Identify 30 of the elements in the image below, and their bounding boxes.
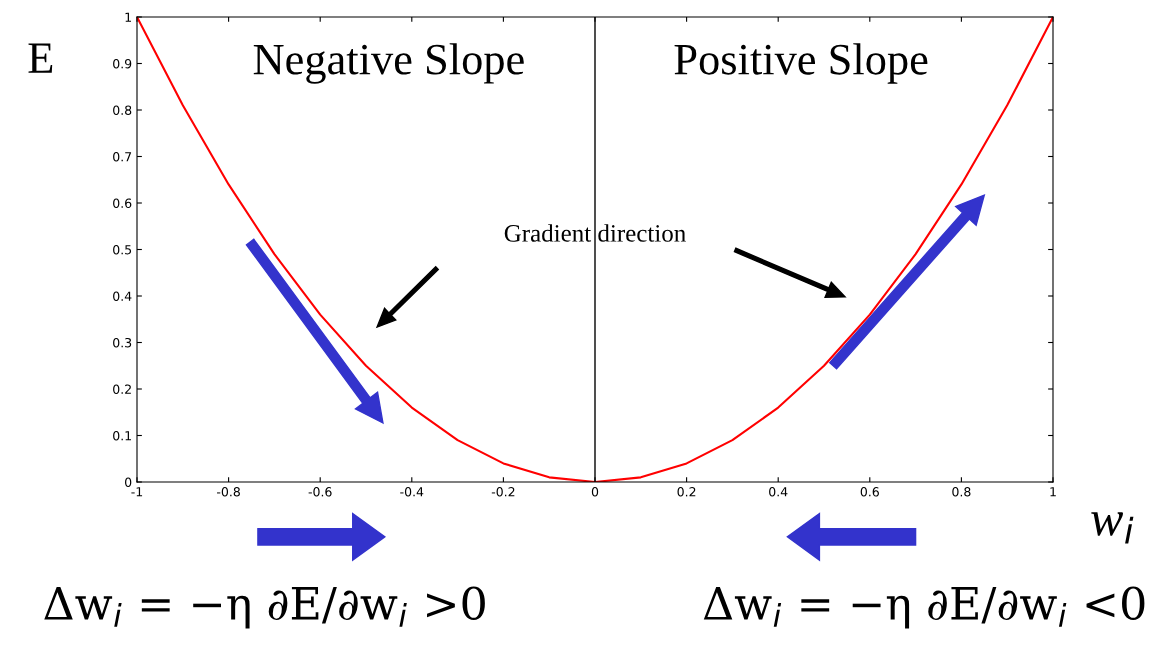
y-tick-label: 1 xyxy=(125,12,131,22)
annotation: Gradient direction xyxy=(504,224,686,242)
x-tick-label: -0.4 xyxy=(400,487,424,497)
y-tick-label: 0.9 xyxy=(113,58,132,69)
y-tick-label: 0.6 xyxy=(113,198,132,208)
line-series xyxy=(137,17,1053,482)
x-tick-label: 0.8 xyxy=(952,487,971,497)
x-tick-label: 0.6 xyxy=(860,487,879,497)
y-tick-label: 0.1 xyxy=(113,430,131,441)
y-tick-label: 0.4 xyxy=(113,291,132,301)
x-tick-label: -0.2 xyxy=(491,487,515,497)
x-tick-label: -1 xyxy=(131,487,143,497)
text: Δw$_{i}$ = −η ∂E/∂w$_{i}$ >0 xyxy=(44,586,485,629)
x-axis-title: w$_{i}$ xyxy=(1091,512,1134,544)
y-axis-title: E xyxy=(28,43,53,73)
x-tick-label: -0.8 xyxy=(217,487,240,497)
y-tick-label: 0.7 xyxy=(113,151,132,162)
annotation: Positive Slope xyxy=(674,43,928,84)
annotation: Negative Slope xyxy=(253,43,524,84)
text: Δw$_{i}$ = −η ∂E/∂w$_{i}$ <0 xyxy=(703,586,1145,629)
y-tick-label: 0 xyxy=(125,477,132,487)
y-tick-label: 0.3 xyxy=(113,337,132,348)
y-tick-label: 0.2 xyxy=(113,384,131,394)
y-tick-label: 0.8 xyxy=(113,105,132,115)
x-tick-label: 0.4 xyxy=(769,487,788,497)
x-tick-label: 0.2 xyxy=(677,487,696,497)
x-tick-label: 1 xyxy=(1050,487,1056,497)
y-tick-label: 0.5 xyxy=(113,244,132,255)
x-tick-label: -0.6 xyxy=(308,487,332,497)
x-tick-label: 0 xyxy=(591,487,599,497)
